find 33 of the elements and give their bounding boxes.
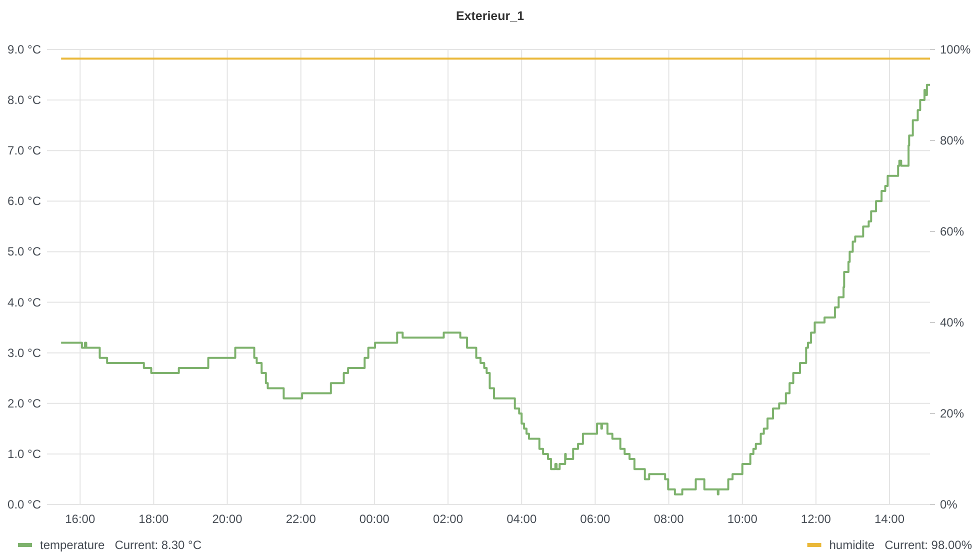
y-tick-label: 0.0 °C: [8, 498, 42, 512]
x-tick-label: 18:00: [138, 512, 170, 526]
y-tick-label: 4.0 °C: [8, 295, 42, 310]
y-tick-label: 1.0 °C: [8, 446, 42, 461]
x-tick-label: 20:00: [212, 512, 243, 526]
x-tick-label: 06:00: [580, 512, 611, 526]
y-tick-label: 7.0 °C: [8, 144, 42, 158]
y2-tick-label: 100%: [940, 42, 972, 56]
text: Current: 98.00%: [884, 538, 972, 552]
x-tick-label: 00:00: [359, 512, 390, 526]
x-tick-label: 16:00: [65, 512, 96, 526]
x-tick-label: 04:00: [506, 512, 537, 526]
y2-tick-label: 60%: [940, 224, 964, 238]
x-tick-label: 10:00: [727, 512, 758, 526]
legend-label: temperature: [40, 538, 106, 552]
x-tick-label: 14:00: [874, 512, 905, 526]
y-tick-label: 8.0 °C: [8, 93, 42, 108]
chart-title: Exterieur_1: [456, 9, 524, 23]
y-tick-label: 6.0 °C: [8, 194, 42, 208]
y-tick-label: 3.0 °C: [8, 346, 42, 360]
y-tick-label: 9.0 °C: [8, 42, 42, 56]
y-tick-label: 2.0 °C: [8, 396, 42, 410]
y2-tick-label: 0%: [940, 498, 958, 512]
x-tick-label: 22:00: [286, 512, 316, 526]
y2-tick-label: 80%: [940, 134, 964, 148]
x-tick-label: 12:00: [800, 512, 832, 526]
x-tick-label: 08:00: [654, 512, 684, 526]
y2-tick-label: 40%: [940, 316, 964, 330]
text: Current: 8.30 °C: [114, 538, 202, 552]
x-tick-label: 02:00: [433, 512, 464, 526]
legend-label: humidite: [829, 538, 875, 552]
y-tick-label: 5.0 °C: [8, 244, 42, 259]
y2-tick-label: 20%: [940, 406, 964, 420]
